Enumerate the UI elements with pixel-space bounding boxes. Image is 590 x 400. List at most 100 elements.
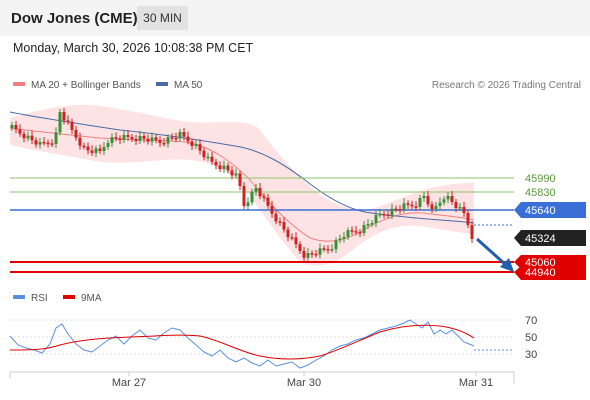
candle-body [202,150,206,158]
candle-body [274,213,278,222]
bollinger-swatch-icon [13,82,25,87]
candle-body [438,202,442,206]
candle-body [402,203,406,210]
candle-body [78,137,82,146]
candle-body [454,202,458,208]
candle-body [126,135,130,137]
candle-body [122,135,126,140]
candle-body [34,140,38,145]
candle-body [134,139,138,141]
candle-body [278,221,282,223]
candle-body [282,222,286,230]
current-price-label: 45324 [525,233,556,245]
pivot-label: 45640 [525,205,556,217]
candle-body [146,138,150,142]
candle-body [82,145,86,148]
candle-body [266,197,270,206]
legend-ma50-label: MA 50 [174,80,203,91]
legend-bollinger-label: MA 20 + Bollinger Bands [31,80,141,91]
candle-body [470,225,474,239]
candle-body [358,232,362,234]
candle-body [62,112,66,121]
candle-body [386,214,390,217]
timeframe-button[interactable]: 30 MIN [137,6,188,30]
candle-body [22,133,26,139]
candle-body [430,204,434,209]
candle-body [170,137,174,139]
candle-body [394,208,398,211]
x-tick-mar-27: Mar 27 [112,377,146,389]
candle-body [330,249,334,251]
candle-body [334,240,338,250]
candle-body [214,161,218,166]
resistance-tag-2: 45830 [525,187,556,199]
chart-header: Dow Jones (CME) 30 MIN [0,0,590,36]
x-tick-mar-31: Mar 31 [459,377,493,389]
candle-body [318,248,322,255]
candle-body [210,156,214,162]
candle-body [350,230,354,232]
legend-rsi-ma-label: 9MA [81,293,102,304]
candle-body [450,196,454,202]
candle-body [234,173,238,176]
candle-body [338,238,342,241]
candle-body [322,248,326,250]
candle-body [14,125,18,130]
legend-rsi-label: RSI [31,293,48,304]
candle-body [250,191,254,203]
candle-body [162,143,166,145]
candle-body [18,129,22,134]
legend-rsi: RSI [13,293,48,304]
bollinger-band-area [10,104,474,266]
candle-body [390,208,394,216]
candle-body [182,132,186,137]
candle-body [286,229,290,238]
candle-body [298,244,302,251]
candle-body [86,146,90,151]
instrument-title: Dow Jones (CME) [11,10,138,27]
rsi-tick-50: 50 [525,332,537,344]
candle-body [206,156,210,159]
candle-body [10,125,14,128]
candle-body [306,253,310,258]
candle-body [362,225,366,233]
forecast-arrowhead-icon [500,258,514,272]
candle-body [90,150,94,153]
candle-body [46,142,50,145]
legend-bollinger: MA 20 + Bollinger Bands [13,80,141,91]
candle-body [422,196,426,198]
candle-body [418,198,422,207]
candle-body [102,147,106,151]
candle-body [70,121,74,130]
candle-body [222,165,226,169]
candle-body [130,137,134,139]
candle-body [406,203,410,205]
candle-body [138,136,142,141]
candle-body [442,199,446,203]
candle-body [150,137,154,142]
candle-body [410,204,414,207]
candle-body [142,136,146,139]
candle-body [354,231,358,233]
rsi-swatch-icon [13,295,25,300]
candle-body [230,170,234,176]
research-credit: Research © 2026 Trading Central [431,80,581,91]
candle-body [98,148,102,151]
candle-body [466,213,470,225]
ma50-line [9,111,475,224]
ma50-swatch-icon [156,82,168,87]
candle-body [246,202,250,206]
candle-body [290,237,294,239]
candle-body [374,215,378,223]
resistance-label-2: 45830 [525,187,556,199]
candle-body [166,137,170,144]
candle-body [218,165,222,169]
rsi-ma-line [9,324,475,360]
candle-body [258,188,262,197]
candle-body [270,205,274,214]
candle-body [238,173,242,186]
candle-body [58,112,62,133]
forecast-arrow [475,237,508,267]
candle-body [458,207,462,209]
